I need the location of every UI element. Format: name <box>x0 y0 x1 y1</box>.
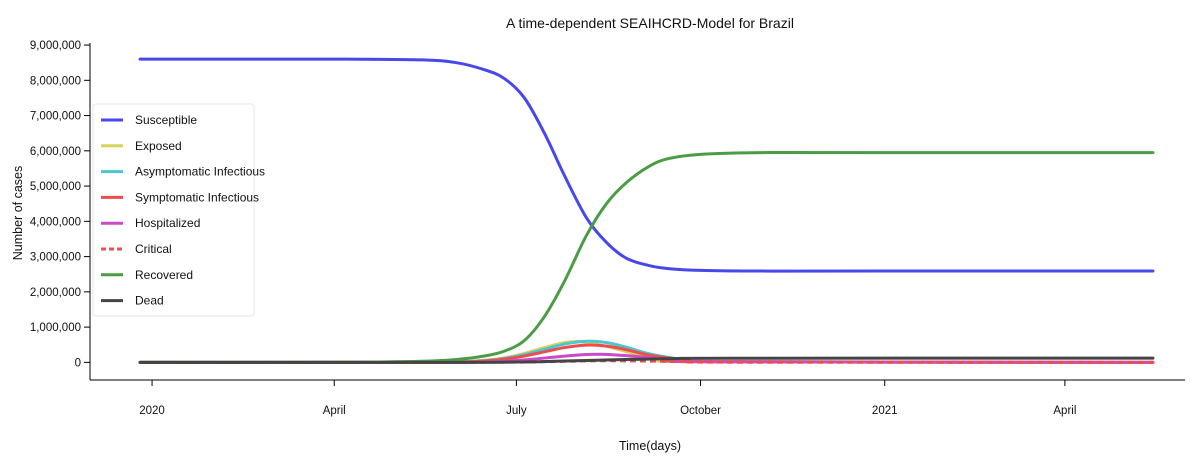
series-line-susceptible <box>138 57 1155 273</box>
y-tick-label: 7,000,000 <box>30 111 81 123</box>
y-axis-label: Number of cases <box>11 166 25 260</box>
x-axis: 2020 April July October 2021 April <box>90 379 1185 417</box>
x-tick-label: 2021 <box>872 405 898 417</box>
legend-label: Symptomatic Infectious <box>135 190 259 204</box>
y-tick-label: 0 <box>75 357 81 369</box>
legend-label: Critical <box>135 242 172 256</box>
plot-area <box>138 57 1155 364</box>
y-tick-label: 6,000,000 <box>30 146 81 158</box>
legend-label: Recovered <box>135 268 193 282</box>
legend-label: Hospitalized <box>135 216 200 230</box>
legend-box <box>92 103 255 317</box>
y-axis: 0 1,000,000 2,000,000 3,000,000 4,000,000 5,0… <box>30 40 91 380</box>
x-tick-label: October <box>680 405 721 417</box>
legend-label: Dead <box>135 294 164 308</box>
legend-label: Exposed <box>135 139 182 153</box>
x-tick-label: April <box>323 405 346 417</box>
y-tick-label: 8,000,000 <box>30 75 81 87</box>
series-line-recovered <box>138 150 1155 364</box>
legend: Susceptible Exposed Asymptomatic Infectiou… <box>92 103 265 317</box>
y-tick-label: 2,000,000 <box>30 287 81 299</box>
x-tick-label: 2020 <box>139 405 165 417</box>
x-axis-label: Time(days) <box>619 439 681 453</box>
series-line-dead <box>138 356 1155 364</box>
x-tick-label: April <box>1053 405 1076 417</box>
legend-label: Asymptomatic Infectious <box>135 165 265 179</box>
y-tick-label: 1,000,000 <box>30 322 81 334</box>
y-tick-label: 3,000,000 <box>30 252 81 264</box>
x-tick-label: July <box>506 405 527 417</box>
legend-label: Susceptible <box>135 113 197 127</box>
y-tick-label: 4,000,000 <box>30 216 81 228</box>
chart-title: A time-dependent SEAIHCRD-Model for Braz… <box>506 15 794 31</box>
y-tick-label: 9,000,000 <box>30 40 81 52</box>
y-tick-label: 5,000,000 <box>30 181 81 193</box>
